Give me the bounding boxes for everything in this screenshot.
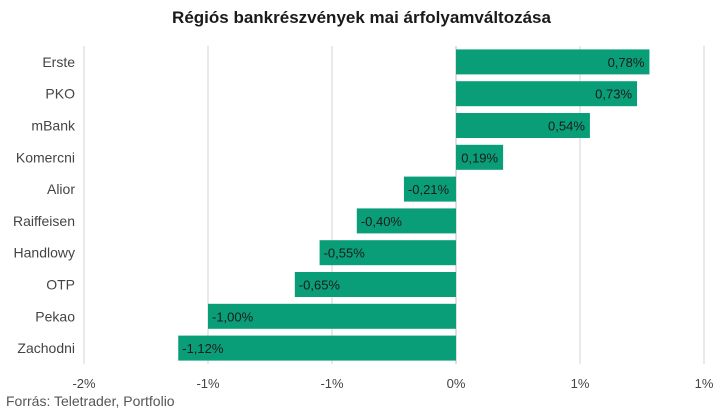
- category-label: Pekao: [35, 308, 75, 324]
- bars: 0,78% 0,73% 0,54% 0,19% -0,21% -0,40% -0,55% -0…: [178, 49, 650, 361]
- category-label: Handlowy: [14, 245, 75, 261]
- data-label: 0,78%: [608, 55, 645, 70]
- bar-alior: [403, 176, 456, 202]
- bar-pekao: [208, 303, 456, 329]
- data-label: -0,65%: [299, 278, 341, 293]
- bar-otp: [294, 272, 456, 297]
- data-label: 0,54%: [548, 119, 585, 134]
- data-label: 0,73%: [595, 87, 632, 102]
- x-tick-label: -1%: [196, 376, 220, 391]
- x-tick-label: -2%: [72, 376, 96, 391]
- category-label: Komercni: [16, 149, 75, 165]
- category-label: PKO: [45, 86, 75, 102]
- bar-pko: [456, 81, 638, 107]
- x-tick-label: 1%: [695, 376, 714, 391]
- category-label: Erste: [42, 54, 75, 70]
- category-labels: Erste PKO mBank Komercni Alior Raiffeisen Hand…: [13, 54, 76, 356]
- bar-mbank: [456, 113, 590, 138]
- x-tick-label: 1%: [571, 376, 590, 391]
- category-label: Alior: [47, 181, 75, 197]
- data-label: -0,40%: [361, 214, 403, 229]
- chart-title: Régiós bankrészvények mai árfolyamváltoz…: [172, 8, 551, 27]
- data-label: 0,19%: [461, 150, 498, 165]
- bar-raiffeisen: [356, 208, 456, 234]
- category-label: mBank: [31, 118, 76, 134]
- bar-zachodni: [178, 335, 457, 361]
- x-tick-label: 0%: [447, 376, 466, 391]
- category-label: OTP: [46, 277, 75, 293]
- bar-erste: [456, 49, 650, 75]
- category-label: Raiffeisen: [13, 213, 75, 229]
- x-tick-label: -1%: [320, 376, 344, 391]
- category-label: Zachodni: [17, 340, 75, 356]
- bar-komercni: [456, 144, 504, 170]
- data-label: -0,55%: [324, 246, 366, 261]
- data-label: -1,00%: [212, 309, 254, 324]
- data-label: -1,12%: [182, 341, 224, 356]
- x-tick-labels: -2% -1% -1% 0% 1% 1%: [72, 376, 713, 391]
- data-label: -0,21%: [408, 182, 450, 197]
- bar-handlowy: [319, 240, 456, 266]
- source-note: Forrás: Teletrader, Portfolio: [6, 393, 175, 409]
